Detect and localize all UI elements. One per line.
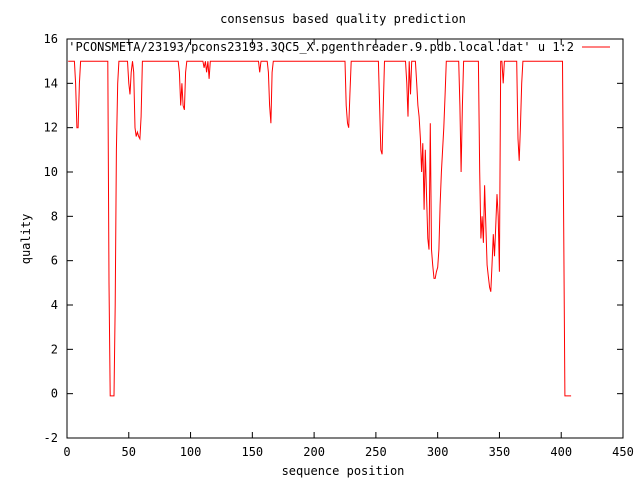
x-tick-label: 400	[550, 445, 572, 459]
y-tick-label: 8	[51, 209, 58, 223]
y-tick-label: 4	[51, 298, 58, 312]
x-tick-label: 350	[489, 445, 511, 459]
axis-ticks: 0 50 100 150 200 250 300 350 400 450 -2 0 2 4 6 8 10 12 14…	[44, 32, 634, 459]
x-tick-label: 300	[427, 445, 449, 459]
y-axis-label: quality	[19, 214, 33, 265]
legend: 'PCONSMETA/23193/pcons23193.3QC5_X.pgent…	[68, 40, 610, 54]
y-tick-label: 14	[44, 76, 58, 90]
x-tick-label: 450	[612, 445, 634, 459]
y-tick-label: 6	[51, 254, 58, 268]
plot-area	[68, 60, 572, 397]
x-tick-label: 100	[180, 445, 202, 459]
x-tick-label: 150	[241, 445, 263, 459]
legend-label: 'PCONSMETA/23193/pcons23193.3QC5_X.pgent…	[68, 40, 574, 54]
x-tick-label: 50	[122, 445, 136, 459]
y-tick-label: 16	[44, 32, 58, 46]
y-tick-label: 0	[51, 387, 58, 401]
x-tick-label: 250	[365, 445, 387, 459]
chart-title: consensus based quality prediction	[220, 12, 466, 26]
y-tick-label: 12	[44, 121, 58, 135]
y-tick-label: 2	[51, 342, 58, 356]
series-line	[68, 60, 572, 397]
y-tick-label: -2	[44, 431, 58, 445]
x-tick-label: 200	[303, 445, 325, 459]
y-tick-label: 10	[44, 165, 58, 179]
plot-frame	[66, 38, 624, 439]
x-tick-label: 0	[63, 445, 70, 459]
x-axis-label: sequence position	[282, 464, 405, 478]
